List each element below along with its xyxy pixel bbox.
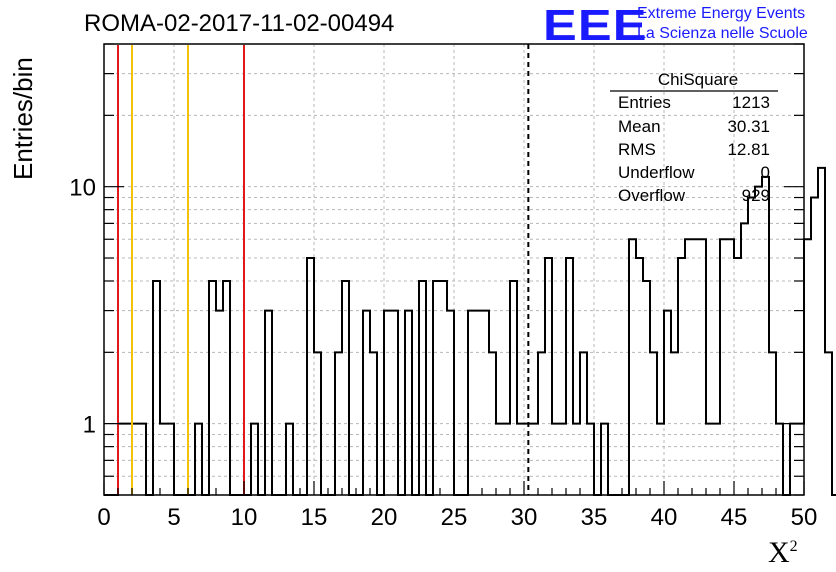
stats-key: RMS (618, 140, 656, 159)
histogram-bin (440, 281, 447, 495)
stats-key: Underflow (618, 163, 695, 182)
x-tick-label: 15 (301, 504, 328, 531)
logo-line-1: Extreme Energy Events (637, 5, 806, 22)
histogram-bin (748, 198, 755, 495)
x-axis-ticks: 0 5 10 15 20 25 30 35 40 45 50 (97, 481, 817, 531)
histogram-bin (825, 352, 832, 495)
histogram-bin (468, 311, 475, 495)
histogram-bin (720, 239, 727, 495)
histogram-bin (223, 281, 230, 495)
stats-key: Entries (618, 93, 671, 112)
histogram-bin (643, 281, 650, 495)
x-tick-label: 20 (371, 504, 398, 531)
eee-logo: EEE (543, 1, 648, 50)
stats-value: 929 (741, 186, 770, 205)
histogram-bin (510, 281, 517, 495)
histogram-bin (734, 258, 741, 495)
x-tick-label: 30 (511, 504, 538, 531)
x-tick-label: 25 (441, 504, 468, 531)
stats-value: 30.31 (727, 117, 770, 136)
histogram-bin (216, 311, 223, 495)
histogram-bin (433, 281, 440, 495)
x-tick-label: 5 (167, 504, 180, 531)
histogram-bin (727, 239, 734, 495)
histogram-bin (762, 177, 769, 495)
histogram-bin (755, 187, 762, 495)
y-tick-label: 10 (69, 175, 96, 202)
histogram-bin (811, 198, 818, 495)
histogram-bin (699, 239, 706, 495)
histogram-bin (153, 281, 160, 495)
histogram-bin (482, 311, 489, 495)
x-axis-label: X2 (768, 536, 798, 569)
stats-value: 0 (760, 163, 770, 182)
reference-lines (117, 44, 530, 495)
histogram-bin (685, 239, 692, 495)
histogram-bin (363, 311, 370, 495)
histogram-bin (391, 311, 398, 495)
histogram-bin (636, 258, 643, 495)
x-tick-label: 0 (97, 504, 110, 531)
x-tick-label: 45 (721, 504, 748, 531)
y-tick-label: 1 (83, 412, 96, 439)
stats-divider (610, 90, 778, 92)
stats-value: 12.81 (727, 140, 770, 159)
stats-value: 1213 (732, 93, 770, 112)
histogram-bin (741, 223, 748, 495)
histogram-bin (818, 168, 825, 495)
histogram-bin (384, 311, 391, 495)
histogram-bin (566, 258, 573, 495)
histogram-bin (804, 239, 811, 495)
histogram-bin (405, 311, 412, 495)
x-tick-label: 35 (581, 504, 608, 531)
x-tick-label: 40 (651, 504, 678, 531)
histogram-bin (678, 258, 685, 495)
histogram-outline (104, 166, 836, 496)
histogram-bins (104, 166, 836, 496)
stats-key: Mean (618, 117, 661, 136)
x-tick-label: 50 (791, 504, 818, 531)
histogram-bin (307, 258, 314, 495)
histogram-bin (475, 311, 482, 495)
histogram-bin (265, 311, 272, 495)
y-axis-label: Entries/bin (8, 57, 38, 180)
histogram-bin (664, 311, 671, 495)
run-title: ROMA-02-2017-11-02-00494 (84, 10, 395, 37)
histogram-bin (209, 281, 216, 495)
y-axis-ticks: 1 10 (69, 43, 804, 496)
histogram-bin (447, 311, 454, 495)
stats-title: ChiSquare (657, 70, 739, 89)
histogram-bin (419, 281, 426, 495)
histogram-bin (692, 239, 699, 495)
histogram-bin (342, 281, 349, 495)
x-tick-label: 10 (231, 504, 258, 531)
histogram-bin (545, 258, 552, 495)
stats-key: Overflow (618, 186, 686, 205)
histogram-bin (629, 239, 636, 495)
logo-line-2: La Scienza nelle Scuole (637, 25, 808, 42)
